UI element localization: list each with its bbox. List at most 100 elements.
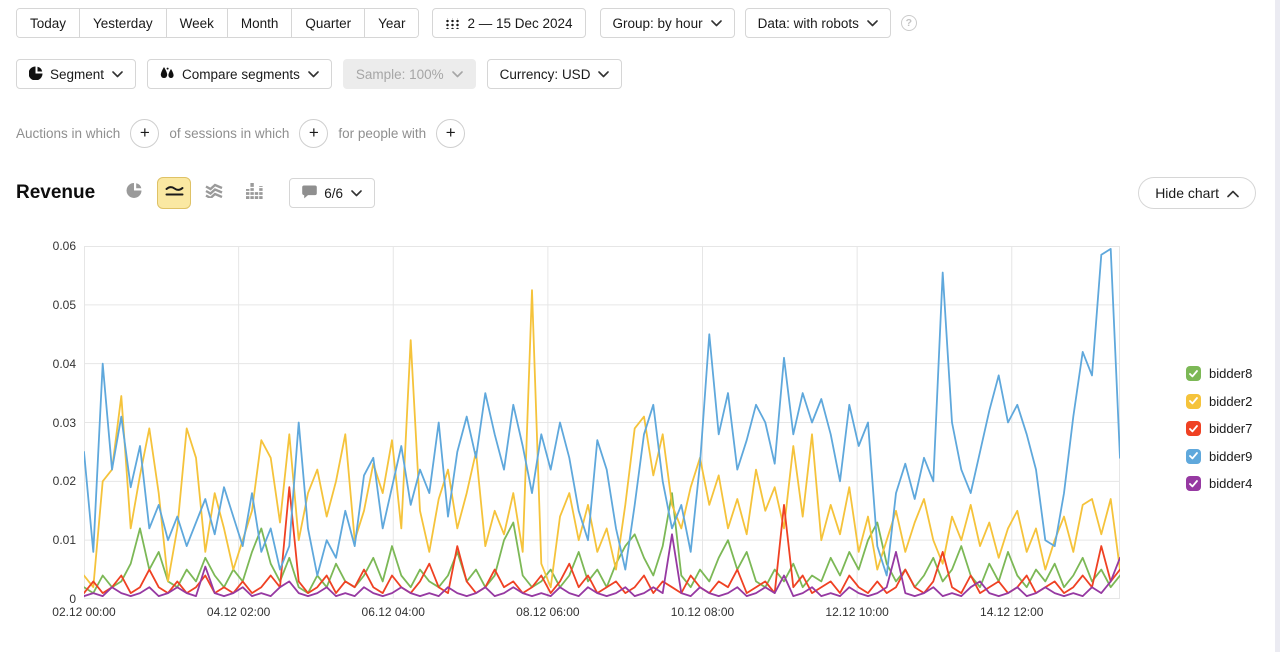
- chevron-up-icon: [1227, 185, 1239, 201]
- add-people-filter-button[interactable]: +: [436, 119, 466, 148]
- stacked-area-icon: [205, 183, 223, 203]
- checkbox-checked-icon: [1186, 448, 1201, 464]
- x-tick-label: 12.12 10:00: [825, 605, 889, 619]
- chart-type-pie-button[interactable]: [117, 177, 151, 209]
- tab-month[interactable]: Month: [226, 9, 292, 37]
- group-by-label: Group: by hour: [612, 15, 703, 31]
- annotations-count: 6/6: [324, 185, 343, 201]
- date-range-value: 2 — 15 Dec 2024: [467, 15, 573, 31]
- y-tick-label: 0.05: [52, 297, 76, 312]
- revenue-chart: 0 0.01 0.02 0.03 0.04 0.05 0.06 02.12 00:00 04.…: [0, 232, 1280, 637]
- y-tick-label: 0.03: [52, 415, 76, 430]
- page-title: Revenue: [16, 182, 96, 203]
- plot-wrap: [83, 245, 1121, 604]
- segment-dropdown[interactable]: Segment: [16, 59, 137, 89]
- help-icon[interactable]: ?: [900, 15, 917, 31]
- checkbox-checked-icon: [1186, 393, 1201, 409]
- group-by-dropdown[interactable]: Group: by hour: [599, 8, 735, 38]
- annotations-dropdown[interactable]: 6/6: [289, 178, 375, 208]
- x-tick-label: 08.12 06:00: [516, 605, 580, 619]
- pie-icon: [28, 66, 43, 83]
- x-tick-label: 14.12 12:00: [980, 605, 1044, 619]
- speech-bubble-icon: [302, 185, 318, 202]
- segment-label: Segment: [50, 66, 105, 82]
- compare-segments-dropdown[interactable]: Compare segments: [147, 59, 332, 89]
- y-tick-label: 0.06: [52, 239, 76, 253]
- chart-header: Revenue: [16, 177, 1280, 209]
- plot[interactable]: [83, 245, 1121, 600]
- plot-border: [84, 246, 1120, 599]
- columns-chart-icon: [245, 182, 263, 204]
- date-range-button[interactable]: 2 — 15 Dec 2024: [432, 8, 586, 38]
- legend-item-bidder9[interactable]: bidder9: [1186, 448, 1253, 464]
- series-line-bidder8: [83, 492, 1121, 595]
- data-mode-dropdown[interactable]: Data: with robots: [744, 8, 891, 38]
- legend-label: bidder4: [1209, 476, 1253, 491]
- scope-auctions-label: Auctions in which: [16, 126, 121, 141]
- chevron-down-icon: [867, 19, 878, 27]
- tab-today[interactable]: Today: [17, 9, 80, 37]
- series-line-bidder9: [83, 248, 1121, 577]
- date-toolbar: Today Yesterday Week Month Quarter Year …: [16, 8, 917, 38]
- legend-item-bidder4[interactable]: bidder4: [1186, 476, 1252, 491]
- legend-item-bidder2[interactable]: bidder2: [1186, 393, 1253, 409]
- series-line-bidder4: [83, 533, 1121, 598]
- tab-yesterday[interactable]: Yesterday: [79, 9, 166, 37]
- chart-type-columns-button[interactable]: [237, 177, 271, 209]
- chart-legend: bidder8 bidder2 bidder7 bidder9: [1186, 366, 1252, 491]
- segment-toolbar: Segment Compare segments Sample: 100%: [16, 59, 623, 89]
- legend-label: bidder9: [1209, 448, 1253, 464]
- legend-item-bidder8[interactable]: bidder8: [1186, 366, 1252, 381]
- chart-type-stacked-button[interactable]: [197, 177, 231, 209]
- chevron-down-icon: [112, 70, 123, 78]
- legend-label: bidder7: [1209, 421, 1253, 436]
- chevron-down-icon: [710, 19, 722, 27]
- scope-sessions-label: of sessions in which: [169, 126, 290, 141]
- y-tick-label: 0.02: [52, 474, 76, 489]
- scrollbar[interactable]: [1275, 0, 1280, 652]
- calendar-dots-icon: [445, 17, 461, 29]
- hide-chart-button[interactable]: Hide chart: [1138, 177, 1256, 209]
- series-line-bidder2: [83, 289, 1121, 589]
- y-tick-label: 0: [69, 592, 76, 606]
- scope-people-label: for people with: [338, 126, 427, 141]
- chevron-down-icon: [351, 189, 362, 197]
- currency-dropdown[interactable]: Currency: USD: [486, 59, 623, 89]
- x-axis-labels: 02.12 00:00 04.12 02:00 06.12 04:00 08.12 0…: [0, 605, 1180, 623]
- chevron-down-icon: [451, 70, 463, 78]
- x-tick-label: 10.12 08:00: [670, 605, 735, 619]
- legend-label: bidder2: [1209, 393, 1253, 409]
- chevron-down-icon: [308, 70, 319, 78]
- chevron-down-icon: [598, 70, 610, 78]
- checkbox-checked-icon: [1186, 476, 1201, 491]
- x-tick-label: 06.12 04:00: [361, 605, 425, 619]
- pie-chart-icon: [126, 182, 143, 204]
- compare-segments-label: Compare segments: [182, 66, 300, 82]
- x-tick-label: 04.12 02:00: [206, 605, 271, 619]
- y-axis-labels: 0 0.01 0.02 0.03 0.04 0.05 0.06: [0, 239, 76, 606]
- sample-label: Sample: 100%: [355, 66, 444, 82]
- add-session-filter-button[interactable]: +: [299, 119, 329, 148]
- line-chart-icon: [165, 184, 184, 203]
- sample-dropdown: Sample: 100%: [342, 59, 476, 89]
- legend-label: bidder8: [1209, 366, 1253, 381]
- drops-icon: [160, 66, 175, 83]
- series-line-bidder7: [83, 486, 1121, 595]
- tab-quarter[interactable]: Quarter: [291, 9, 365, 37]
- y-tick-label: 0.01: [52, 533, 76, 548]
- chart-type-line-button[interactable]: [157, 177, 192, 209]
- data-mode-label: Data: with robots: [757, 15, 859, 31]
- currency-label: Currency: USD: [499, 66, 591, 82]
- legend-item-bidder7[interactable]: bidder7: [1186, 421, 1252, 436]
- y-tick-label: 0.04: [52, 356, 76, 371]
- add-auction-filter-button[interactable]: +: [130, 119, 160, 148]
- hide-chart-label: Hide chart: [1155, 185, 1219, 201]
- checkbox-checked-icon: [1186, 421, 1201, 436]
- checkbox-checked-icon: [1186, 366, 1201, 381]
- tab-week[interactable]: Week: [165, 9, 227, 37]
- date-range-tabs: Today Yesterday Week Month Quarter Year: [16, 8, 420, 38]
- x-tick-label: 02.12 00:00: [52, 605, 116, 619]
- filter-scope-bar: Auctions in which + of sessions in which…: [16, 119, 475, 148]
- tab-year[interactable]: Year: [364, 9, 419, 37]
